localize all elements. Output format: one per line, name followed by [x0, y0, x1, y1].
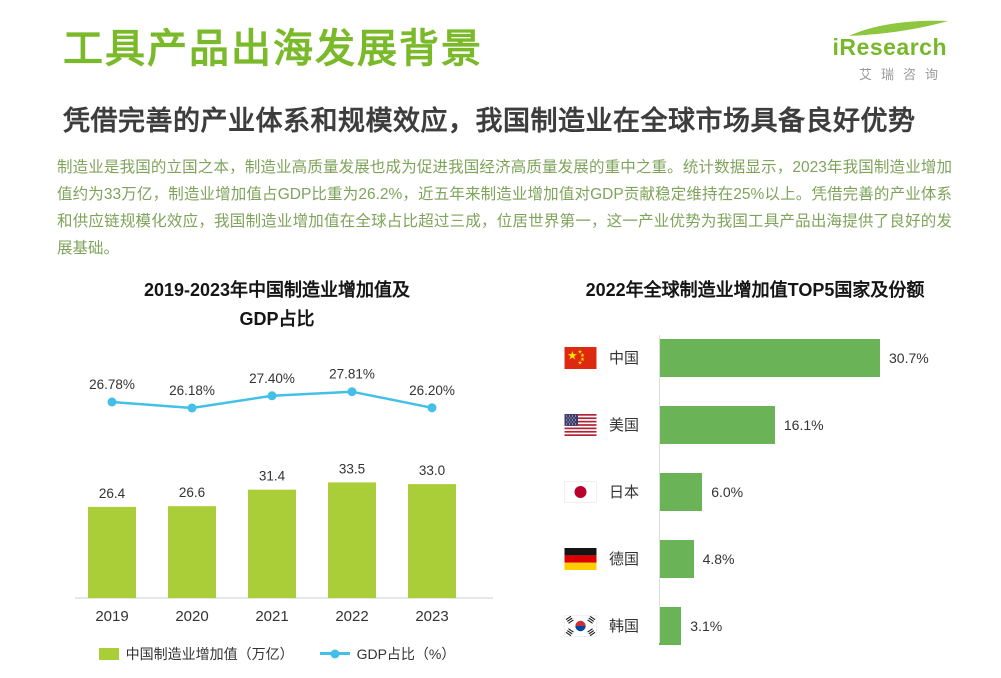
legend-item-bar: 中国制造业增加值（万亿） — [98, 644, 294, 664]
bar-2021 — [248, 489, 296, 598]
x-axis-label: 2022 — [335, 608, 368, 625]
legend-bar-label: 中国制造业增加值（万亿） — [125, 645, 294, 662]
gdp-value-label: 27.40% — [249, 370, 295, 385]
bar-value-label: 26.4 — [99, 485, 126, 500]
bar-value-label: 31.4 — [259, 468, 286, 483]
share-value-label: 16.1% — [783, 416, 824, 433]
share-value-label: 4.8% — [702, 550, 735, 567]
bar-track: 4.8% — [659, 539, 970, 578]
bar-value-label: 33.0 — [419, 463, 445, 478]
gdp-line-point — [187, 403, 197, 413]
bar-2023 — [408, 483, 456, 598]
share-value-label: 6.0% — [711, 483, 744, 500]
flag-japan-icon — [564, 480, 597, 503]
combo-chart: 2019-2023年中国制造业增加值及 GDP占比 26.4 26.6 31.4 33… — [57, 276, 497, 664]
gdp-line-point — [267, 390, 277, 400]
share-value-label: 3.1% — [690, 617, 723, 634]
svg-text:★: ★ — [578, 349, 583, 355]
bar-2019 — [88, 506, 136, 598]
combo-chart-plot: 26.4 26.6 31.4 33.5 33.0 26.78% 26.18% 27.40% 27… — [75, 366, 493, 625]
body-paragraph: 制造业是我国的立国之本，制造业高质量发展也成为促进我国经济高质量发展的重中之重。… — [57, 159, 952, 258]
x-axis-label: 2020 — [175, 608, 208, 625]
bar-value-label: 26.6 — [179, 485, 205, 500]
line-swatch-icon — [319, 648, 350, 659]
combo-chart-title-line1: 2019-2023年中国制造业增加值及 — [143, 280, 411, 300]
charts-section: 2019-2023年中国制造业增加值及 GDP占比 26.4 26.6 31.4 33… — [0, 276, 1001, 678]
svg-text:★: ★ — [567, 348, 578, 362]
svg-text:★: ★ — [580, 353, 585, 359]
gdp-line-point — [427, 402, 437, 412]
gdp-line-point — [107, 397, 117, 407]
legend-item-line: GDP占比（%） — [319, 644, 456, 664]
share-bar — [659, 338, 880, 377]
top5-chart-title: 2022年全球制造业增加值TOP5国家及份额 — [585, 280, 925, 300]
top5-rows: ★ ★ ★ ★ ★ 中国 30.7% 美国 16.1% 日本 6.0% 德国 4.8% 韩国 3.1% — [540, 334, 970, 645]
bar-track: 30.7% — [659, 338, 970, 377]
flag-germany-icon — [564, 547, 597, 570]
gdp-value-label: 27.81% — [329, 366, 375, 381]
logo-text: iResearch — [832, 34, 947, 60]
share-bar — [659, 539, 694, 578]
top5-chart: 2022年全球制造业增加值TOP5国家及份额 ★ ★ ★ ★ ★ 中国 30.7% 美国 16.… — [540, 276, 970, 674]
iresearch-logo: iResearch 艾瑞咨询 — [832, 20, 951, 83]
gdp-value-label: 26.78% — [89, 377, 135, 392]
top5-row-日本: 日本 6.0% — [564, 472, 970, 511]
bar-swatch-icon — [98, 647, 119, 660]
combo-chart-legend: 中国制造业增加值（万亿） GDP占比（%） — [57, 644, 497, 664]
page-subtitle: 凭借完善的产业体系和规模效应，我国制造业在全球市场具备良好优势 — [63, 106, 916, 136]
bar-2020 — [168, 505, 216, 598]
bar-2022 — [328, 481, 376, 598]
gdp-value-label: 26.18% — [169, 383, 215, 398]
country-label: 美国 — [609, 417, 640, 435]
logo-subtitle: 艾瑞咨询 — [858, 67, 947, 82]
svg-text:★: ★ — [578, 360, 583, 366]
share-bar — [659, 405, 775, 444]
x-axis-label: 2023 — [415, 608, 448, 625]
page-header: 工具产品出海发展背景 iResearch 艾瑞咨询 — [57, 20, 951, 83]
country-label: 日本 — [609, 484, 640, 502]
share-bar — [659, 472, 703, 511]
gdp-value-label: 26.20% — [409, 382, 455, 397]
combo-chart-title: 2019-2023年中国制造业增加值及 GDP占比 — [57, 276, 497, 334]
bar-track: 3.1% — [659, 606, 970, 645]
top5-row-德国: 德国 4.8% — [564, 539, 970, 578]
country-label: 韩国 — [609, 618, 640, 636]
combo-chart-title-line2: GDP占比 — [239, 308, 315, 329]
flag-korea-icon — [564, 614, 597, 637]
svg-text:★: ★ — [580, 357, 585, 363]
top5-row-美国: 美国 16.1% — [564, 405, 970, 444]
share-value-label: 30.7% — [889, 349, 929, 366]
bar-value-label: 33.5 — [339, 461, 365, 476]
legend-line-label: GDP占比（%） — [356, 645, 456, 662]
gdp-line-point — [347, 386, 357, 396]
bar-track: 16.1% — [659, 405, 970, 444]
country-label: 中国 — [609, 350, 640, 368]
bar-track: 6.0% — [659, 472, 970, 511]
flag-usa-icon — [564, 413, 597, 436]
top5-row-中国: ★ ★ ★ ★ ★ 中国 30.7% — [564, 338, 970, 377]
top5-row-韩国: 韩国 3.1% — [564, 606, 970, 645]
x-axis-label: 2019 — [95, 608, 128, 625]
page-title: 工具产品出海发展背景 — [63, 27, 483, 71]
x-axis-label: 2021 — [255, 608, 288, 625]
flag-china-icon: ★ ★ ★ ★ ★ — [564, 346, 597, 369]
country-label: 德国 — [609, 551, 640, 569]
leaf-swoosh-icon — [849, 20, 949, 43]
share-bar — [659, 606, 682, 645]
